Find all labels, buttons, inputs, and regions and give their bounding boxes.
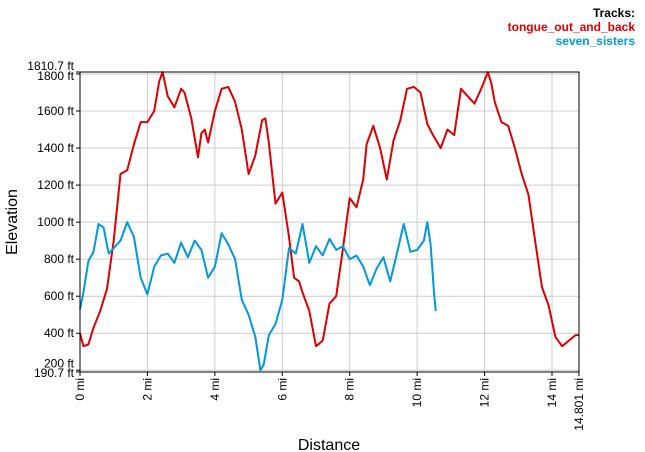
y-tick-label: 1200 ft [37, 178, 74, 192]
x-tick-label: 14.801 mi [572, 378, 586, 431]
x-tick-label: 6 mi [275, 378, 289, 401]
y-tick-label: 800 ft [44, 252, 75, 266]
y-tick-label: 190.7 ft [34, 366, 75, 380]
legend-entry-seven-sisters: seven_sisters [555, 34, 635, 48]
y-tick-label: 1000 ft [37, 215, 74, 229]
y-axis-title: Elevation [4, 189, 21, 255]
series-line-seven-sisters [79, 221, 437, 372]
y-tick-label: 1400 ft [37, 141, 74, 155]
y-tick-label: 1800 ft [37, 69, 74, 83]
x-tick-label: 4 mi [208, 378, 222, 401]
legend-title: Tracks: [592, 6, 635, 20]
series-layer [79, 71, 579, 372]
y-tick-label: 400 ft [44, 326, 75, 340]
x-tick-label: 14 mi [545, 378, 559, 407]
y-tick-label: 1810.7 ft [27, 59, 74, 73]
y-tick-label: 1600 ft [37, 104, 74, 118]
legend-entry-tongue-out-and-back: tongue_out_and_back [507, 20, 635, 34]
series-line-tongue-out-and-back [79, 71, 579, 348]
x-tick-label: 12 mi [478, 378, 492, 407]
legend: Tracks: tongue_out_and_back seven_sister… [508, 6, 635, 48]
x-tick-label: 2 mi [140, 378, 154, 401]
x-axis-title: Distance [298, 437, 360, 452]
y-tick-label: 600 ft [44, 289, 75, 303]
y-tick-label: 200 ft [44, 356, 75, 370]
x-tick-label: 10 mi [410, 378, 424, 407]
x-tick-label: 8 mi [343, 378, 357, 401]
grid [80, 72, 579, 372]
x-tick-label: 0 mi [73, 378, 87, 401]
